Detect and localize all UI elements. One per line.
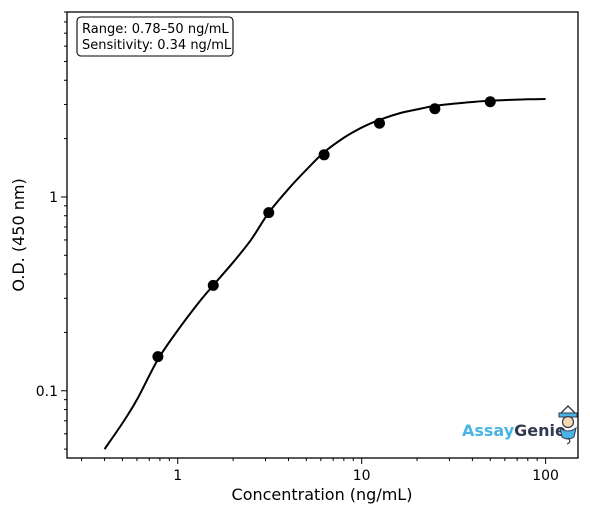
- assay-genie-logo: AssayGenie: [462, 405, 578, 445]
- y-tick-label: 1: [49, 190, 58, 206]
- genie-mascot-icon: [558, 405, 578, 445]
- data-point: [484, 96, 496, 108]
- data-point: [374, 117, 386, 129]
- x-tick-label: 100: [532, 468, 559, 484]
- data-point: [152, 351, 164, 363]
- info-sensitivity-text: Sensitivity: 0.34 ng/mL: [82, 38, 232, 53]
- logo-assay-text: Assay: [462, 421, 515, 440]
- plot-frame: [66, 11, 579, 459]
- y-tick-label: 0.1: [36, 384, 58, 400]
- data-point: [207, 279, 219, 291]
- data-point: [429, 103, 441, 115]
- info-box-frame: [76, 16, 234, 57]
- x-axis-title: Concentration (ng/mL): [232, 485, 413, 504]
- x-tick-label: 10: [353, 468, 371, 484]
- y-axis-title: O.D. (450 nm): [9, 178, 28, 291]
- logo-wordmark: AssayGenie: [462, 421, 566, 440]
- x-tick-label: 1: [173, 468, 182, 484]
- logo-genie-text: Genie: [514, 421, 566, 440]
- y-axis-ticks: 0.11: [36, 11, 67, 450]
- info-range-text: Range: 0.78–50 ng/mL: [82, 22, 229, 37]
- info-box: Range: 0.78–50 ng/mL Sensitivity: 0.34 n…: [76, 16, 234, 57]
- data-point: [263, 207, 275, 219]
- data-point: [318, 149, 330, 161]
- x-axis-ticks: 1 10 100: [81, 458, 559, 484]
- data-points: [152, 96, 496, 363]
